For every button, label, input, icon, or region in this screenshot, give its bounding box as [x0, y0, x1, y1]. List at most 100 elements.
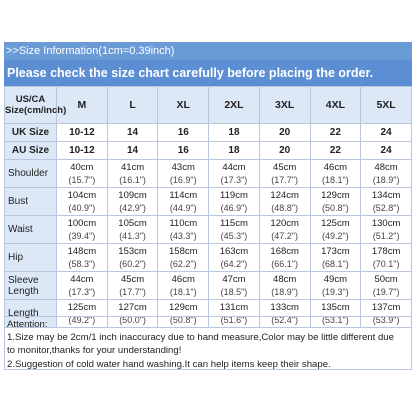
inch-value: (62.2") — [169, 258, 197, 269]
cm-value: 173cm — [321, 245, 350, 257]
measurement-cell: 125cm (49.2") — [56, 299, 108, 328]
cm-value: 130cm — [371, 217, 401, 229]
inch-value: (68.1") — [322, 258, 349, 269]
cm-value: 45cm — [273, 161, 297, 173]
inch-value: (48.8") — [271, 202, 299, 213]
cm-value: 47cm — [222, 273, 246, 285]
measurement-cell: 163cm (64.2") — [208, 243, 260, 272]
inch-value: (39.4") — [68, 230, 96, 241]
inch-value: (50.8") — [169, 314, 197, 325]
uk-size-cell: 24 — [360, 123, 412, 142]
inch-value: (18.5") — [220, 286, 248, 297]
inch-value: (46.9") — [220, 202, 248, 213]
measurement-cell: 49cm (19.3") — [309, 271, 362, 300]
cm-value: 125cm — [321, 217, 350, 229]
measurement-row: Sleeve Length 44cm (17.3") 45cm (17.7") 46cm(… — [4, 271, 412, 300]
measurement-cell: 153cm (60.2") — [106, 243, 159, 272]
size-header-row: US/CA Size(cm/inch) M L XL 2XL 3XL 4XL 5… — [4, 86, 412, 124]
notes-line: 2.Suggestion of cold water hand washing.… — [7, 358, 331, 370]
measurement-cell: 104cm (40.9") — [56, 187, 108, 216]
measurement-row: Waist 100cm (39.4") 105cm (41.3") 110cm (43.3"… — [4, 215, 412, 244]
cm-value: 137cm — [371, 301, 401, 313]
cm-value: 168cm — [270, 245, 299, 257]
size-label-header: US/CA Size(cm/inch) — [4, 86, 66, 124]
measurement-cell: 105cm (41.3") — [106, 215, 159, 244]
measurement-cell: 119cm (46.9") — [208, 187, 260, 216]
cm-value: 41cm — [120, 161, 145, 173]
measurement-cell: 43cm (16.9") — [157, 159, 210, 188]
inch-value: (52.8") — [372, 202, 400, 213]
measurement-cell: 168cm (66.1") — [258, 243, 311, 272]
inch-value: (17.7") — [271, 174, 299, 185]
cm-value: 50cm — [374, 273, 398, 285]
measurement-cell: 133cm (52.4") — [258, 299, 311, 328]
cm-value: 119cm — [220, 189, 248, 201]
cm-value: 46cm — [323, 161, 347, 173]
inch-value: (53.1") — [322, 314, 349, 325]
size-header: 4XL — [309, 86, 362, 124]
measurement-label: Bust — [4, 187, 57, 216]
uk-size-cell: 22 — [309, 123, 362, 142]
inch-value: (42.9") — [119, 202, 146, 213]
measurement-cell: 46cm (18.1") — [309, 159, 362, 188]
cm-value: 115cm — [220, 217, 248, 229]
cm-value: 104cm — [67, 189, 97, 201]
cm-value: 48cm — [374, 161, 398, 173]
uk-size-cell: 16 — [157, 123, 210, 142]
au-size-cell: 18 — [208, 141, 260, 160]
cm-value: 135cm — [321, 301, 350, 313]
inch-value: (49.2") — [322, 230, 349, 241]
size-header: XL — [157, 86, 210, 124]
inch-value: (17.7") — [119, 286, 146, 297]
inch-value: (52.4") — [271, 314, 299, 325]
cm-value: 158cm — [169, 245, 198, 257]
inch-value: (18.9") — [372, 174, 400, 185]
inch-value: (53.9") — [372, 314, 400, 325]
uk-size-cell: 14 — [106, 123, 159, 142]
measurement-row: Shoulder 40cm (15.7") 41cm (16.1") 43cm (16.9"… — [4, 159, 412, 188]
measurement-cell: 47cm (18.5") — [208, 271, 260, 300]
inch-value: (19.7") — [372, 286, 400, 297]
measurement-cell: 48cm (18.9") — [258, 271, 311, 300]
inch-value: (16.9") — [169, 174, 197, 185]
inch-value: (17.3") — [220, 174, 248, 185]
measurement-cell: 45cm (17.7") — [106, 271, 159, 300]
inch-value: (51.2") — [372, 230, 400, 241]
size-chart-notice: Please check the size chart carefully be… — [4, 60, 412, 86]
cm-value: 48cm — [273, 273, 297, 285]
measurement-cell: 44cm (17.3") — [208, 159, 260, 188]
measurement-cell: 148cm (58.3") — [56, 243, 108, 272]
measurement-row: Length 125cm (49.2") 127cm (50.0") 129cm (50.8… — [4, 299, 412, 328]
measurement-cell: 50cm (19.7") — [360, 271, 412, 300]
inch-value: (58.3") — [68, 258, 96, 269]
au-size-label: AU Size — [4, 141, 57, 160]
cm-value: 43cm — [171, 161, 195, 173]
measurement-row: Bust 104cm (40.9") 109cm (42.9") 114cm (44.9")… — [4, 187, 412, 216]
measurement-cell: 115cm (45.3") — [208, 215, 260, 244]
cm-value: 153cm — [118, 245, 147, 257]
cm-value: 133cm — [270, 301, 299, 313]
measurement-cell: 40cm (15.7") — [56, 159, 108, 188]
size-header: M — [56, 86, 108, 124]
uk-size-row: UK Size 10-12 14 16 18 20 22 24 — [4, 123, 412, 142]
inch-value: (45.3") — [220, 230, 248, 241]
measurement-cell: 173cm (68.1") — [309, 243, 362, 272]
measurement-cell: 46cm (18.1") — [157, 271, 210, 300]
inch-value: (43.3") — [169, 230, 197, 241]
size-header: L — [106, 86, 159, 124]
measurement-rows: Shoulder 40cm (15.7") 41cm (16.1") 43cm (16.9"… — [4, 159, 412, 328]
cm-value: 163cm — [219, 245, 249, 257]
measurement-cell: 124cm (48.8") — [258, 187, 311, 216]
inch-value: (18.9") — [271, 286, 299, 297]
measurement-cell: 41cm (16.1") — [106, 159, 159, 188]
measurement-cell: 178cm (70.1") — [360, 243, 412, 272]
cm-value: 125cm — [67, 301, 97, 313]
measurement-cell: 125cm (49.2") — [309, 215, 362, 244]
measurement-cell: 158cm (62.2") — [157, 243, 210, 272]
measurement-cell: 129cm (50.8") — [309, 187, 362, 216]
inch-value: (49.2") — [68, 314, 96, 325]
cm-value: 49cm — [323, 273, 347, 285]
au-size-cell: 16 — [157, 141, 210, 160]
cm-value: 45cm — [120, 273, 145, 285]
measurement-label: Sleeve Length — [4, 271, 57, 300]
